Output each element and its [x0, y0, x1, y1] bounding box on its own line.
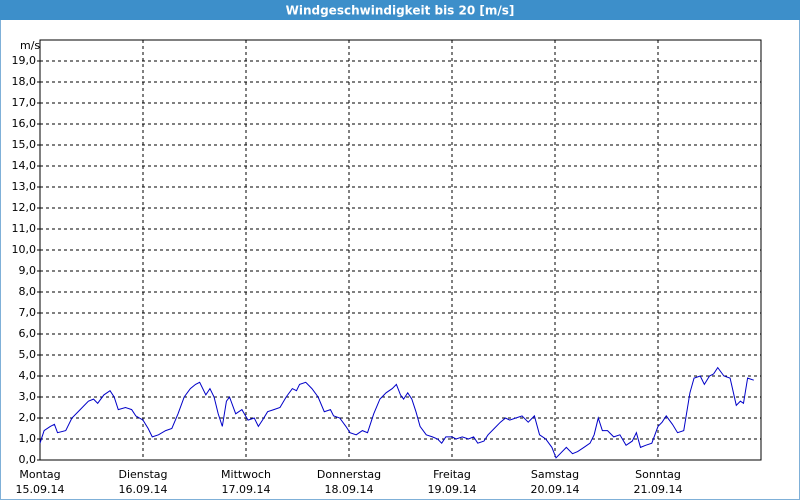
y-tick-label: 6,0: [19, 327, 37, 340]
x-tick-date: 18.09.14: [325, 483, 374, 496]
x-tick-label: Donnerstag: [317, 468, 381, 481]
y-tick-label: 7,0: [19, 306, 37, 319]
y-tick-label: 4,0: [19, 369, 37, 382]
y-tick-label: 3,0: [19, 390, 37, 403]
y-tick-label: 0,0: [19, 453, 37, 466]
x-tick-date: 16.09.14: [119, 483, 168, 496]
x-tick-label: Sonntag: [635, 468, 681, 481]
y-tick-label: 9,0: [19, 264, 37, 277]
plot-frame: [39, 39, 762, 461]
y-tick-label: 8,0: [19, 285, 37, 298]
y-tick-label: 10,0: [12, 243, 37, 256]
y-axis-label: m/s: [20, 39, 40, 52]
y-tick-label: 1,0: [19, 432, 37, 445]
y-tick-label: 15,0: [12, 138, 37, 151]
x-tick-date: 17.09.14: [222, 483, 271, 496]
y-tick-label: 17,0: [12, 96, 37, 109]
y-tick-label: 12,0: [12, 201, 37, 214]
x-tick-date: 21.09.14: [634, 483, 683, 496]
x-tick-date: 15.09.14: [16, 483, 65, 496]
x-tick-date: 19.09.14: [428, 483, 477, 496]
x-tick-label: Dienstag: [118, 468, 167, 481]
x-tick-label: Mittwoch: [221, 468, 271, 481]
x-tick-date: 20.09.14: [531, 483, 580, 496]
x-tick-label: Montag: [19, 468, 60, 481]
data-line: [39, 366, 754, 459]
x-tick-label: Freitag: [433, 468, 471, 481]
y-tick-label: 11,0: [12, 222, 37, 235]
y-tick-label: 14,0: [12, 159, 37, 172]
y-tick-label: 19,0: [12, 54, 37, 67]
x-tick-label: Samstag: [531, 468, 579, 481]
y-tick-label: 2,0: [19, 411, 37, 424]
y-tick-label: 18,0: [12, 75, 37, 88]
y-tick-label: 13,0: [12, 180, 37, 193]
title-bar: [0, 0, 800, 20]
y-tick-label: 5,0: [19, 348, 37, 361]
chart-title: Windgeschwindigkeit bis 20 [m/s]: [286, 4, 515, 18]
y-tick-label: 16,0: [12, 117, 37, 130]
